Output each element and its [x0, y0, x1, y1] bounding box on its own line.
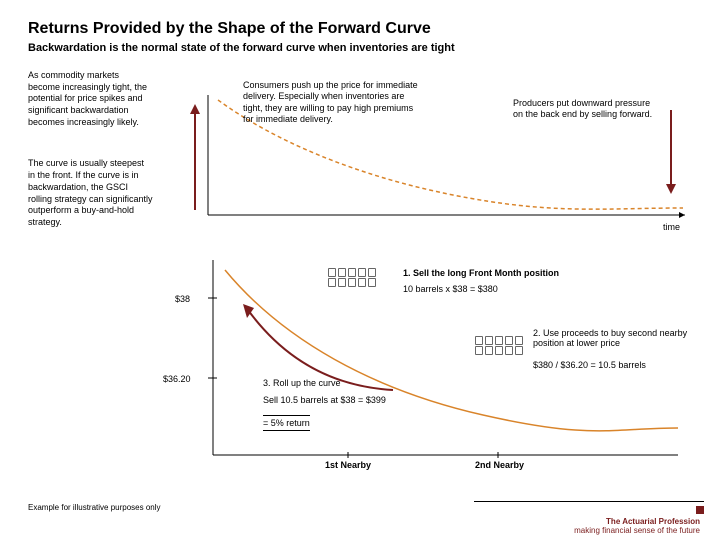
left-para-2: The curve is usually steepest in the fro…	[28, 158, 153, 228]
consumer-text: Consumers push up the price for immediat…	[243, 80, 418, 125]
footer-tagline: making financial sense of the future	[574, 526, 700, 536]
footer-rule	[474, 501, 704, 502]
price-1: $38	[175, 294, 190, 304]
producer-text: Producers put downward pressure on the b…	[513, 98, 653, 121]
price-2: $36.20	[163, 374, 191, 384]
barrels-front	[328, 268, 376, 288]
step-3-calc: Sell 10.5 barrels at $38 = $399	[263, 395, 386, 405]
step-1-calc: 10 barrels x $38 = $380	[403, 284, 498, 294]
right-area: Consumers push up the price for immediat…	[153, 70, 692, 500]
footer-square-icon	[696, 506, 704, 514]
barrels-second	[475, 336, 523, 356]
left-column: As commodity markets become increasingly…	[28, 70, 153, 500]
footer-brand: The Actuarial Profession	[574, 517, 700, 527]
return-value: = 5% return	[263, 415, 310, 431]
top-chart	[153, 70, 693, 220]
step-2-calc: $380 / $36.20 = 10.5 barrels	[533, 360, 646, 370]
step-3: 3. Roll up the curve	[263, 378, 341, 388]
page-title: Returns Provided by the Shape of the For…	[28, 20, 692, 38]
step-1: 1. Sell the long Front Month position	[403, 268, 559, 278]
left-para-1: As commodity markets become increasingly…	[28, 70, 153, 128]
time-axis-label: time	[663, 222, 680, 232]
nearby-2: 2nd Nearby	[475, 460, 524, 470]
footer: The Actuarial Profession making financia…	[574, 517, 700, 536]
nearby-1: 1st Nearby	[325, 460, 371, 470]
footnote: Example for illustrative purposes only	[28, 503, 161, 512]
page-subtitle: Backwardation is the normal state of the…	[28, 42, 692, 54]
step-2: 2. Use proceeds to buy second nearby pos…	[533, 328, 688, 348]
